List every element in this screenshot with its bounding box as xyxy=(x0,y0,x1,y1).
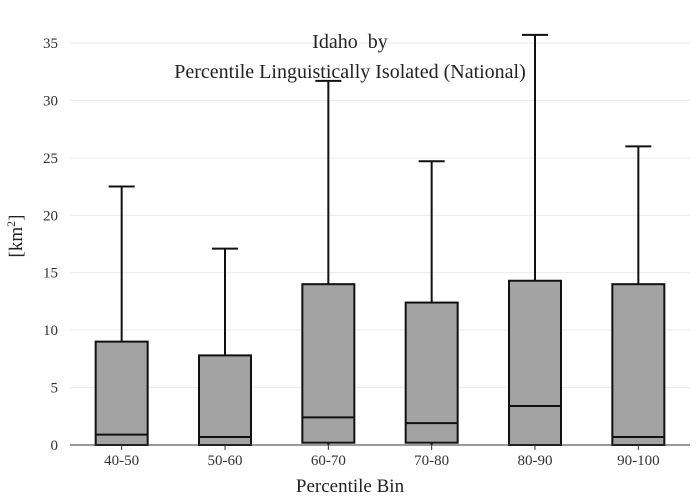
iqr-box xyxy=(404,301,459,444)
y-axis-ticks: 0 5 10 15 20 25 30 35 xyxy=(43,36,58,454)
iqr-box xyxy=(611,283,666,446)
chart-title-line-1: Idaho by xyxy=(312,31,388,53)
y-tick-label: 15 xyxy=(43,266,58,282)
y-tick-label: 5 xyxy=(51,381,59,397)
iqr-box xyxy=(94,340,149,446)
x-tick-label: 40-50 xyxy=(104,453,139,469)
x-axis-label: Percentile Bin xyxy=(295,476,405,497)
box-60-70 xyxy=(301,79,356,445)
y-axis-label-prefix: [km xyxy=(6,226,28,258)
box-80-90 xyxy=(508,33,562,447)
iqr-box xyxy=(301,283,356,444)
x-axis-ticks: 40-50 50-60 60-70 70-80 80-90 90-100 xyxy=(104,445,660,469)
x-tick-label: 60-70 xyxy=(311,453,346,469)
y-tick-label: 35 xyxy=(43,36,58,52)
box-50-60 xyxy=(198,247,252,446)
x-tick-label: 50-60 xyxy=(208,453,243,469)
box-90-100 xyxy=(611,145,666,446)
box-70-80 xyxy=(404,160,459,445)
y-tick-label: 0 xyxy=(51,438,59,454)
x-tick-label: 80-90 xyxy=(518,453,553,469)
grid-lines xyxy=(70,42,690,389)
box-40-50 xyxy=(94,185,149,446)
box-series xyxy=(94,33,666,447)
y-tick-label: 30 xyxy=(43,93,58,109)
y-axis-label-superscript: 2 xyxy=(3,220,18,227)
chart-title-line-2: Percentile Linguistically Isolated (Nati… xyxy=(174,61,526,83)
iqr-box xyxy=(198,354,252,446)
x-tick-label: 70-80 xyxy=(414,453,449,469)
y-tick-label: 10 xyxy=(43,323,58,339)
x-tick-label: 90-100 xyxy=(617,453,660,469)
y-tick-label: 20 xyxy=(43,208,58,224)
y-tick-label: 25 xyxy=(43,151,58,167)
y-axis-label: [km2] xyxy=(4,215,28,258)
iqr-box xyxy=(508,279,562,447)
y-axis-label-suffix: ] xyxy=(6,214,28,221)
